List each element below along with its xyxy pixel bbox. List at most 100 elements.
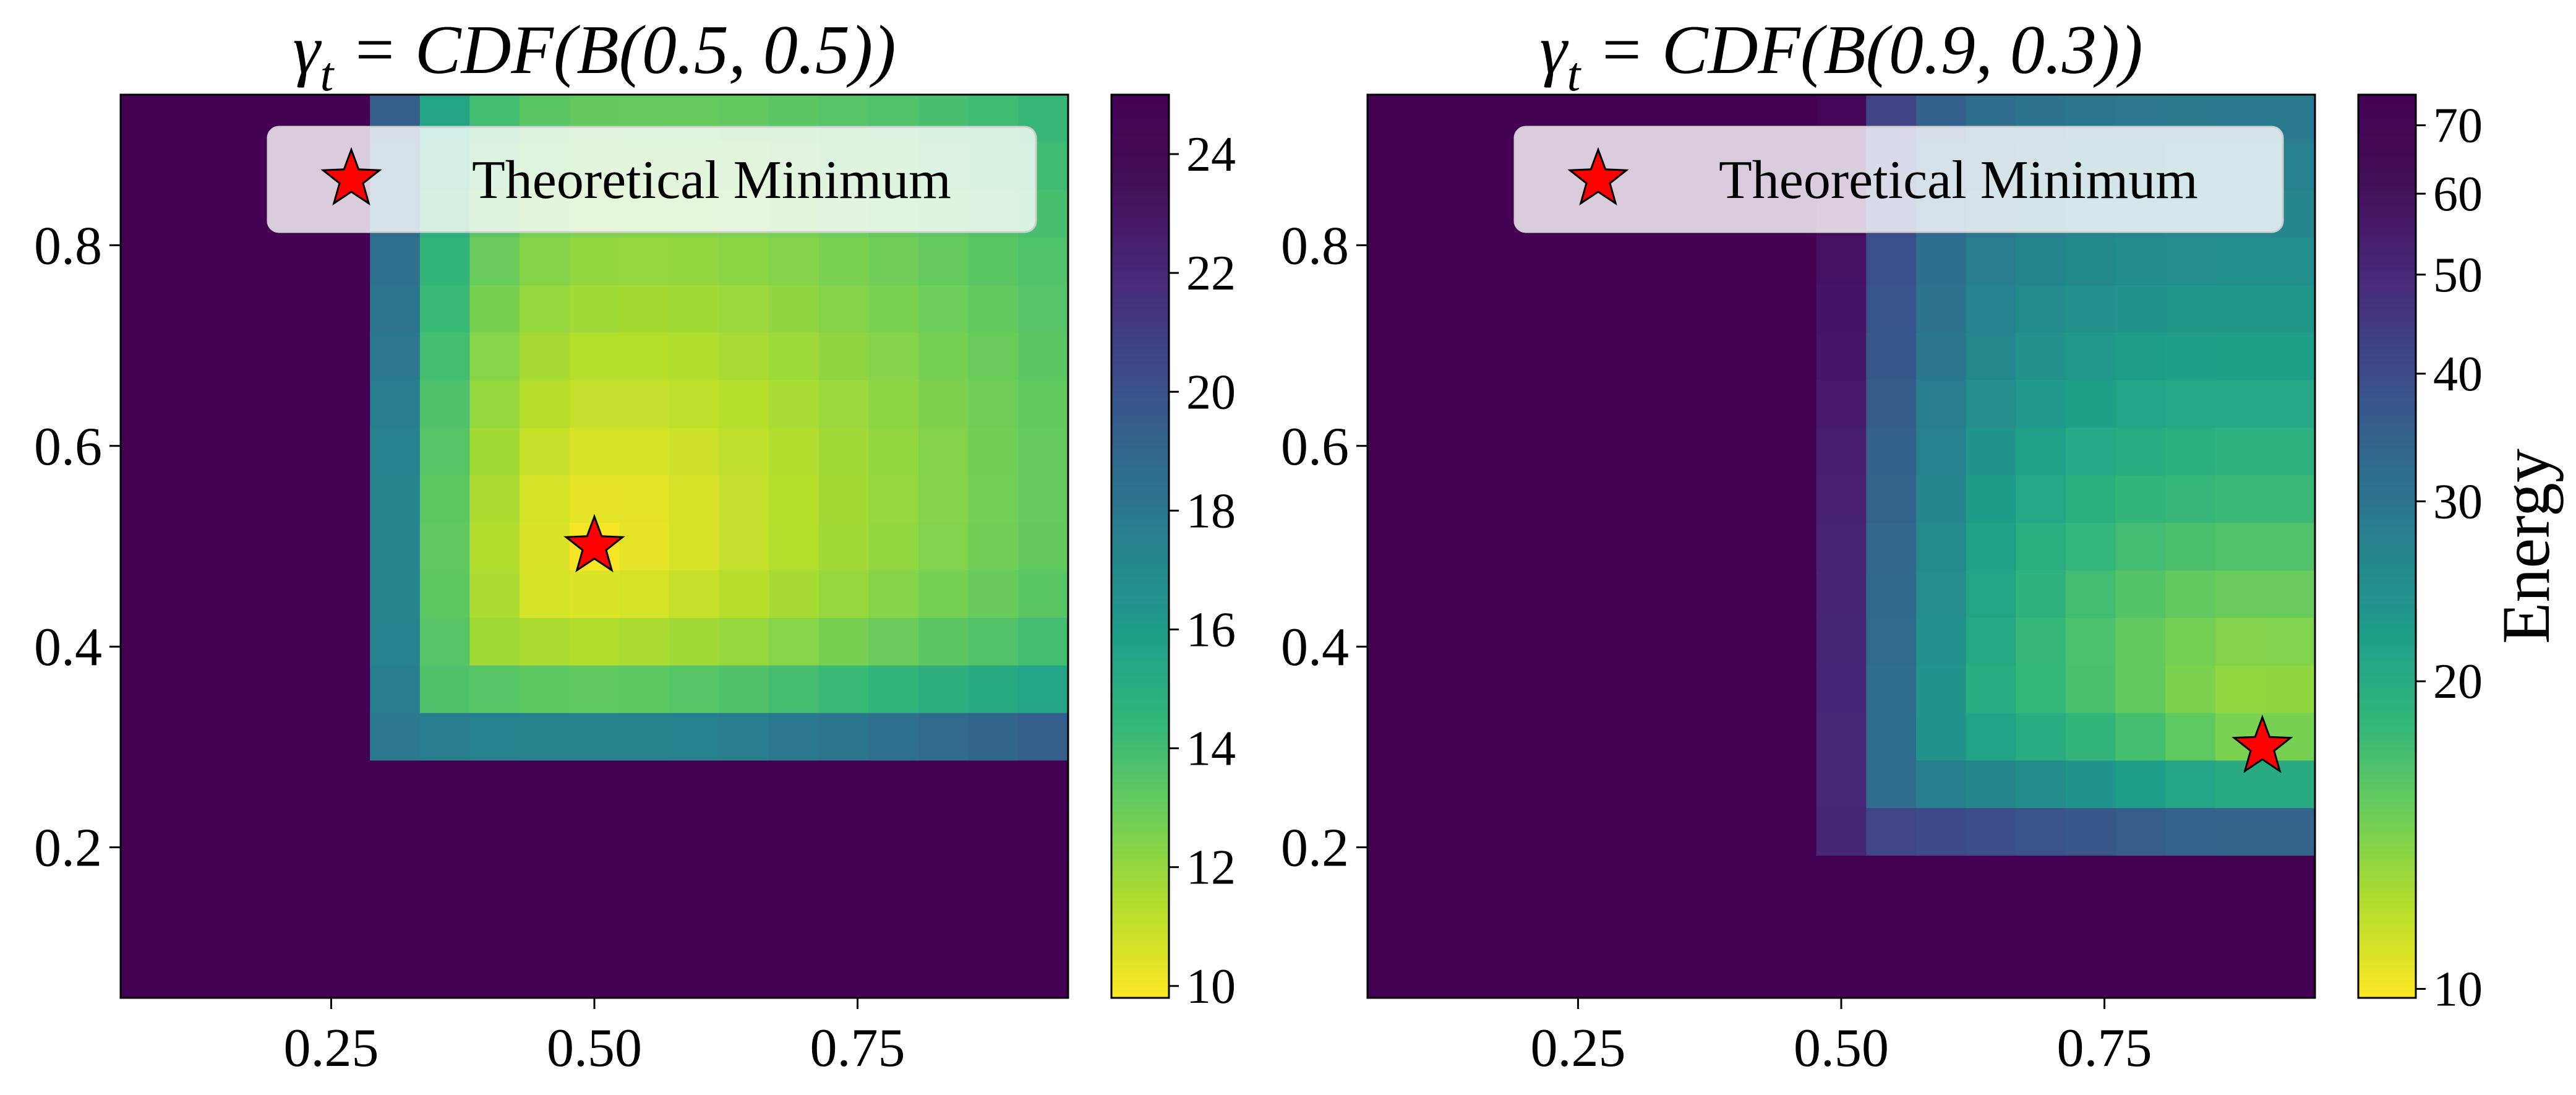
heatmap-cell: [818, 665, 870, 713]
heatmap-cell: [1966, 570, 2016, 618]
heatmap-cell: [170, 189, 221, 238]
heatmap-cell: [1517, 285, 1568, 333]
heatmap-cell: [1766, 903, 1817, 951]
colorbar-tick-label: 10: [1186, 960, 1236, 1014]
heatmap-cell: [1816, 950, 1867, 998]
heatmap-cell: [2065, 760, 2116, 809]
heatmap-cell: [1018, 380, 1069, 428]
heatmap-cell: [1467, 474, 1518, 523]
heatmap-cell: [370, 332, 421, 380]
heatmap-cell: [121, 807, 171, 856]
heatmap-cell: [220, 760, 271, 809]
heatmap-cell: [868, 332, 919, 380]
heatmap-cell: [121, 142, 171, 191]
heatmap-cell: [818, 950, 870, 998]
heatmap-cell: [1367, 522, 1418, 571]
heatmap-cell: [1866, 380, 1917, 428]
heatmap-cell: [868, 474, 919, 523]
heatmap-cell: [270, 807, 321, 856]
heatmap-cell: [2065, 807, 2116, 856]
heatmap-cell: [220, 189, 271, 238]
heatmap-cell: [2115, 903, 2166, 951]
heatmap-cell: [1766, 950, 1817, 998]
heatmap-cell: [419, 522, 471, 571]
heatmap-cell: [1666, 474, 1718, 523]
heatmap-cell: [419, 760, 471, 809]
heatmap-cell: [1018, 332, 1069, 380]
heatmap-cell: [2215, 903, 2266, 951]
heatmap-cell: [1617, 570, 1667, 618]
heatmap-cell: [121, 712, 171, 761]
heatmap-cell: [1417, 95, 1468, 143]
heatmap-cell: [1567, 903, 1617, 951]
legend: Theoretical Minimum: [267, 126, 1037, 233]
heatmap-cell: [1467, 855, 1518, 903]
heatmap-cell: [2215, 285, 2266, 333]
heatmap-cell: [619, 380, 670, 428]
heatmap-cell: [1567, 665, 1617, 713]
heatmap-cell: [170, 760, 221, 809]
heatmap-cell: [1915, 712, 1967, 761]
heatmap-cell: [1367, 903, 1418, 951]
heatmap-cell: [2016, 570, 2066, 618]
heatmap-cell: [2016, 807, 2066, 856]
heatmap-cell: [1716, 570, 1767, 618]
heatmap-cell: [918, 570, 969, 618]
heatmap-cell: [2065, 380, 2116, 428]
heatmap-cell: [419, 237, 471, 285]
heatmap-cell: [320, 570, 370, 618]
heatmap-cell: [1716, 950, 1767, 998]
heatmap-cell: [2165, 712, 2216, 761]
heatmap-cell: [270, 950, 321, 998]
heatmap-cell: [1766, 760, 1817, 809]
heatmap-cell: [1716, 474, 1767, 523]
heatmap-cell: [370, 712, 421, 761]
heatmap-cell: [1915, 332, 1967, 380]
heatmap-cell: [1467, 237, 1518, 285]
heatmap-cell: [669, 617, 720, 666]
heatmap-cell: [2065, 427, 2116, 476]
heatmap-cell: [1417, 285, 1468, 333]
heatmap-cell: [1915, 380, 1967, 428]
heatmap-cell: [419, 332, 471, 380]
heatmap-cell: [1716, 855, 1767, 903]
heatmap-cell: [220, 807, 271, 856]
heatmap-cell: [669, 237, 720, 285]
heatmap-cell: [1467, 142, 1518, 191]
heatmap-cell: [520, 807, 570, 856]
heatmap-cell: [469, 285, 520, 333]
heatmap-cell: [1866, 522, 1917, 571]
heatmap-cell: [270, 237, 321, 285]
heatmap-cell: [2265, 332, 2316, 380]
heatmap-cell: [719, 380, 769, 428]
heatmap-cell: [1417, 427, 1468, 476]
heatmap-cell: [469, 380, 520, 428]
heatmap-cell: [968, 760, 1019, 809]
heatmap-cell: [469, 332, 520, 380]
heatmap-cell: [520, 712, 570, 761]
heatmap-cell: [1816, 903, 1867, 951]
heatmap-cell: [1816, 285, 1867, 333]
heatmap-cell: [469, 760, 520, 809]
heatmap-cell: [1766, 522, 1817, 571]
heatmap-cell: [918, 285, 969, 333]
heatmap-cell: [968, 332, 1019, 380]
heatmap-cell: [1966, 712, 2016, 761]
heatmap-cell: [469, 807, 520, 856]
heatmap-cell: [469, 474, 520, 523]
heatmap-cell: [220, 142, 271, 191]
heatmap-cell: [769, 570, 819, 618]
heatmap-cell: [2265, 760, 2316, 809]
heatmap-cell: [1966, 285, 2016, 333]
heatmap-cell: [2115, 712, 2166, 761]
heatmap-cell: [121, 570, 171, 618]
heatmap-cell: [320, 380, 370, 428]
heatmap-cell: [1567, 522, 1617, 571]
heatmap-cell: [769, 617, 819, 666]
heatmap-cell: [1716, 903, 1767, 951]
heatmap-cell: [1866, 570, 1917, 618]
heatmap-cell: [818, 427, 870, 476]
colorbar: 10 12 14 16 18 20 22 24: [1110, 93, 1236, 1014]
heatmap-cell: [1866, 760, 1917, 809]
heatmap-cell: [270, 617, 321, 666]
